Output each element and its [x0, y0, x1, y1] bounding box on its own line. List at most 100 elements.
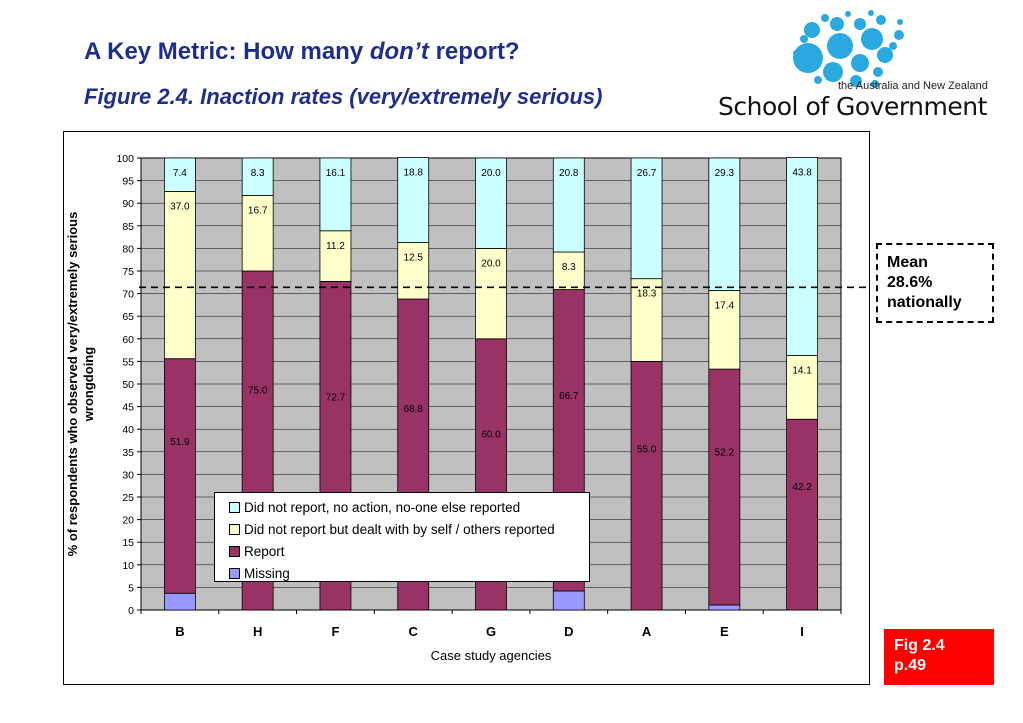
bar-no-action — [630, 157, 663, 280]
y-tick-label: 55 — [122, 356, 134, 368]
x-axis-title: Case study agencies — [431, 648, 552, 663]
legend-label-no-action: Did not report, no action, no-one else r… — [244, 500, 521, 515]
y-axis-title-line-2: wrongdoing — [81, 347, 96, 422]
y-tick-label: 70 — [122, 289, 134, 301]
mean-annotation: Mean 28.6% nationally — [876, 243, 994, 323]
slide-title: A Key Metric: How many don’t report? — [84, 38, 520, 66]
x-tick-label: C — [409, 624, 419, 639]
data-label-report: 75.0 — [248, 386, 268, 397]
x-tick-label: A — [642, 624, 652, 639]
bar-no-action — [319, 157, 352, 232]
data-label-no-action: 29.3 — [715, 168, 735, 179]
fig-ref-line-1: Fig 2.4 — [894, 637, 945, 654]
data-label-report: 52.2 — [715, 448, 735, 459]
y-tick-label: 5 — [128, 582, 134, 594]
bar-report — [786, 418, 819, 611]
bar-dealt — [786, 355, 819, 420]
bar-missing — [552, 590, 585, 611]
y-tick-label: 30 — [122, 469, 134, 481]
title-end: report? — [428, 38, 520, 65]
y-tick-label: 35 — [122, 447, 134, 459]
title-main: A Key Metric: How many — [84, 38, 370, 65]
data-label-no-action: 8.3 — [251, 168, 265, 179]
bar-no-action — [786, 157, 819, 356]
legend-swatch-dealt — [229, 524, 240, 535]
legend-item-report: Report — [229, 541, 589, 563]
logo-name: School of Government — [718, 92, 987, 121]
data-label-report: 68.8 — [403, 404, 423, 415]
x-tick-label: F — [331, 624, 339, 639]
data-label-no-action: 20.8 — [559, 168, 579, 179]
figure-subtitle: Figure 2.4. Inaction rates (very/extreme… — [84, 84, 603, 109]
y-tick-label: 25 — [122, 492, 134, 504]
data-label-report: 72.7 — [326, 392, 346, 403]
x-tick-label: E — [720, 624, 729, 639]
y-tick-label: 40 — [122, 424, 134, 436]
data-label-report: 60.0 — [481, 430, 501, 441]
data-label-dealt: 37.0 — [170, 201, 190, 212]
y-tick-label: 10 — [122, 560, 134, 572]
data-label-no-action: 26.7 — [637, 168, 657, 179]
y-tick-label: 75 — [122, 266, 134, 278]
y-tick-label: 60 — [122, 334, 134, 346]
y-tick-label: 0 — [128, 605, 134, 617]
bar-dealt — [241, 195, 274, 272]
legend-label-missing: Missing — [244, 566, 290, 581]
bar-no-action — [241, 157, 274, 196]
data-label-no-action: 16.1 — [326, 168, 346, 179]
legend-label-report: Report — [244, 544, 285, 559]
y-axis-title-line-1: % of respondents who observed very/extre… — [65, 212, 80, 557]
legend-swatch-missing — [229, 568, 240, 579]
bar-dealt — [319, 230, 352, 282]
y-tick-label: 80 — [122, 243, 134, 255]
data-label-dealt: 8.3 — [562, 262, 576, 273]
stacked-bar-chart: 0 5 10 15 20 25 30 35 40 45 50 55 60 65 70 75 80 85 90 95 10… — [65, 153, 870, 663]
legend-swatch-no-action — [229, 502, 240, 513]
y-tick-label: 50 — [122, 379, 134, 391]
title-emphasis: don’t — [369, 38, 429, 65]
y-tick-label: 65 — [122, 311, 134, 323]
data-label-dealt: 17.4 — [715, 300, 735, 311]
school-logo-dots — [793, 10, 904, 88]
bar-dealt — [552, 251, 585, 290]
x-tick-label: B — [175, 624, 184, 639]
bar-no-action — [397, 157, 430, 243]
legend-item-no-action: Did not report, no action, no-one else r… — [229, 497, 589, 519]
bar-no-action — [163, 157, 196, 192]
bar-missing — [708, 604, 741, 611]
data-label-report: 55.0 — [637, 444, 657, 455]
data-label-no-action: 7.4 — [173, 168, 187, 179]
chart-legend: Did not report, no action, no-one else r… — [214, 492, 590, 582]
bar-dealt — [163, 191, 196, 360]
y-tick-label: 100 — [116, 153, 134, 165]
mean-line-1: Mean — [887, 254, 928, 271]
bar-missing — [163, 592, 196, 611]
data-label-dealt: 20.0 — [481, 258, 501, 269]
x-tick-label: D — [564, 624, 573, 639]
legend-swatch-report — [229, 546, 240, 557]
bar-report — [163, 358, 196, 594]
bar-no-action — [475, 157, 507, 249]
data-label-report: 42.2 — [792, 482, 812, 493]
bar-dealt — [630, 278, 663, 362]
bar-dealt — [397, 242, 430, 300]
data-label-no-action: 20.0 — [481, 168, 501, 179]
y-tick-label: 20 — [122, 515, 134, 527]
data-label-dealt: 12.5 — [403, 253, 423, 264]
bar-report — [630, 360, 663, 611]
data-label-no-action: 18.8 — [403, 168, 423, 179]
data-label-dealt: 11.2 — [326, 241, 345, 252]
y-tick-label: 90 — [122, 198, 134, 210]
mean-line-3: nationally — [887, 294, 962, 311]
x-tick-label: I — [800, 624, 804, 639]
bar-dealt — [708, 290, 741, 370]
legend-item-dealt: Did not report but dealt with by self / … — [229, 519, 589, 541]
bar-no-action — [708, 157, 741, 291]
legend-label-dealt: Did not report but dealt with by self / … — [244, 522, 555, 537]
data-label-dealt: 18.3 — [637, 289, 657, 300]
legend-item-missing: Missing — [229, 563, 589, 585]
data-label-dealt: 14.1 — [792, 366, 812, 377]
bar-no-action — [552, 157, 585, 253]
bar-report — [708, 368, 741, 606]
data-label-report: 66.7 — [559, 391, 579, 402]
